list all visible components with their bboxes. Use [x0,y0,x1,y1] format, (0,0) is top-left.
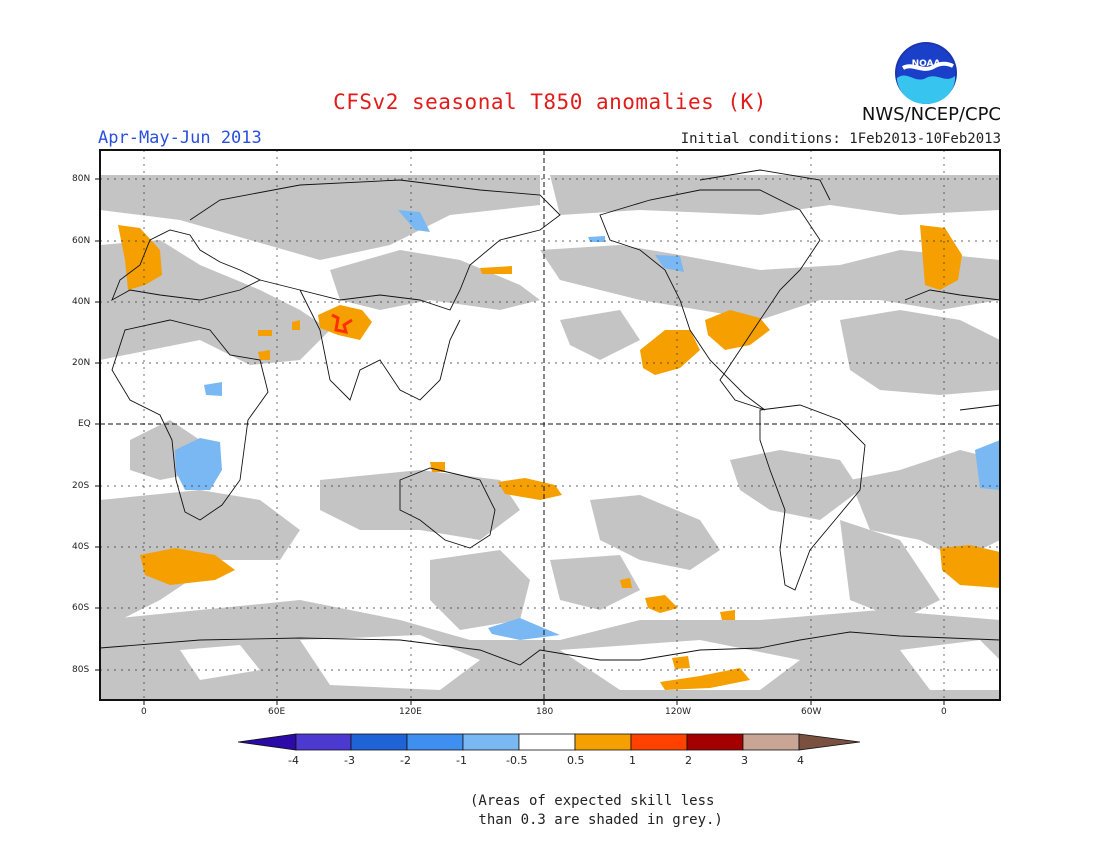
colorbar-segment [462,733,520,751]
lon-label: 60W [801,707,822,717]
skill-grey-mask [100,175,1000,700]
map-gridlines [100,150,1000,700]
noaa-logo-text: NOAA [912,59,941,69]
colorbar-label: -3 [344,754,355,767]
lat-label: 80N [72,174,91,184]
agency-label: NWS/NCEP/CPC [861,104,1001,125]
skill-note: (Areas of expected skill less than 0.3 a… [470,793,723,828]
lon-label: 120W [665,707,692,717]
colorbar-segment [742,733,800,751]
lat-label: 40N [72,297,91,307]
lat-label: 20S [72,481,90,491]
initial-conditions: Initial conditions: 1Feb2013-10Feb2013 [680,131,1001,147]
colorbar [238,733,861,751]
colorbar-label: -0.5 [506,754,528,767]
lat-label: 40S [72,542,90,552]
lat-label: 20N [72,358,91,368]
colorbar-label: 4 [797,754,804,767]
colorbar-label: -2 [400,754,411,767]
map-title: CFSv2 seasonal T850 anomalies (K) [333,90,767,114]
colorbar-segment [798,733,861,751]
lon-label: 120E [399,707,422,717]
colorbar-label: 0.5 [567,754,585,767]
colorbar-segment [630,733,688,751]
colorbar-label: -1 [456,754,467,767]
lat-label: 80S [72,665,90,675]
colorbar-label: 2 [685,754,692,767]
coastlines [99,169,1001,666]
lat-label: EQ [78,419,91,429]
colorbar-label: 3 [741,754,748,767]
lon-label: 0 [141,707,147,717]
forecast-period: Apr-May-Jun 2013 [98,128,262,148]
colorbar-label: 1 [629,754,636,767]
lon-label: 180 [536,707,554,717]
colorbar-segment [295,733,352,751]
colorbar-segment [406,733,464,751]
noaa-logo: NOAA [895,42,957,104]
colorbar-segment [518,733,576,751]
colorbar-segment [574,733,632,751]
colorbar-label: -4 [288,754,299,767]
colorbar-segment [686,733,744,751]
lon-label: 60E [268,707,286,717]
map-frame [99,149,1001,701]
lat-label: 60N [72,236,91,246]
colorbar-segment [238,733,297,751]
colorbar-segment [350,733,408,751]
lat-label: 60S [72,603,90,613]
lon-label: 0 [941,707,947,717]
